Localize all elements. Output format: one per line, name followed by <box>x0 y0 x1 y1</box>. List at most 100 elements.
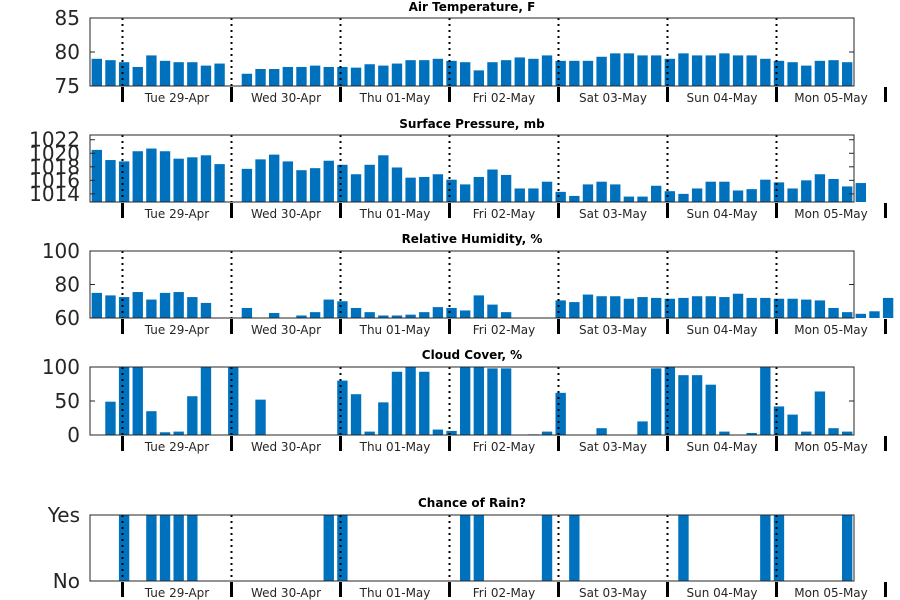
relative-humidity-panel: Relative Humidity, % 60 80 100 Tue 29-Apr Wed… <box>42 232 894 337</box>
surface-pressure-bar <box>459 184 471 202</box>
chance-of-rain-ytick-label: No <box>53 569 80 593</box>
surface-pressure-ytick-label: 1022 <box>29 128 80 152</box>
cloud-cover-bar <box>378 402 389 435</box>
relative-humidity-bar <box>732 293 744 318</box>
air-temperature-bar <box>650 55 662 86</box>
air-temperature-bar <box>473 70 485 86</box>
surface-pressure-bar <box>841 186 853 202</box>
relative-humidity-ytick-label: 80 <box>55 273 80 297</box>
surface-pressure-axes-frame <box>89 134 855 203</box>
air-temperature-bar <box>419 60 430 86</box>
chance-of-rain-xtick-label: Mon 05-May <box>794 586 868 600</box>
surface-pressure-xtick-label: Wed 30-Apr <box>251 207 321 221</box>
surface-pressure-bar <box>691 188 703 202</box>
air-temperature-bar <box>337 66 348 86</box>
chance-of-rain-bar <box>118 515 130 581</box>
air-temperature-xtick-label: Mon 05-May <box>794 91 868 105</box>
surface-pressure-bar <box>732 190 744 202</box>
cloud-cover-bar <box>814 391 826 435</box>
air-temperature-bar <box>282 66 294 86</box>
surface-pressure-bar <box>746 189 757 202</box>
cloud-cover-bar <box>200 367 212 435</box>
relative-humidity-bar <box>337 301 348 318</box>
surface-pressure-xtick-label: Sun 04-May <box>686 207 757 221</box>
cloud-cover-xtick-label: Sat 03-May <box>579 440 647 454</box>
cloud-cover-bar <box>337 380 348 435</box>
chance-of-rain-bar <box>146 515 157 581</box>
relative-humidity-bar <box>118 297 130 318</box>
surface-pressure-panel: Surface Pressure, mb 10141016101810201022… <box>29 117 887 221</box>
cloud-cover-bar <box>650 368 662 435</box>
air-temperature-bar <box>241 73 253 86</box>
cloud-cover-bar <box>487 368 498 435</box>
cloud-cover-bar <box>801 431 812 435</box>
cloud-cover-bar <box>432 429 444 435</box>
surface-pressure-bar <box>118 161 130 202</box>
cloud-cover-bar <box>459 367 471 435</box>
surface-pressure-bar <box>296 170 307 202</box>
surface-pressure-bar <box>705 181 716 202</box>
cloud-cover-xtick-label: Mon 05-May <box>794 440 868 454</box>
cloud-cover-bar <box>118 367 130 435</box>
air-temperature-ytick-label: 80 <box>55 40 80 64</box>
surface-pressure-bar <box>200 155 212 202</box>
relative-humidity-bar <box>773 298 785 318</box>
surface-pressure-bar <box>309 168 321 202</box>
relative-humidity-bar <box>760 297 771 318</box>
surface-pressure-bar <box>787 188 798 202</box>
surface-pressure-bar <box>146 148 157 202</box>
surface-pressure-bar <box>391 167 403 202</box>
relative-humidity-bar <box>350 307 362 318</box>
relative-humidity-bar <box>569 302 580 318</box>
relative-humidity-bar <box>419 312 430 318</box>
chance-of-rain-bar <box>678 515 689 581</box>
air-temperature-xtick-label: Sun 04-May <box>686 91 757 105</box>
air-temperature-bar <box>378 65 389 86</box>
air-temperature-bar <box>746 55 757 86</box>
air-temperature-bar <box>719 53 730 86</box>
surface-pressure-bar <box>419 176 430 202</box>
relative-humidity-bar <box>487 304 498 318</box>
chance-of-rain-ytick-label: Yes <box>47 503 80 527</box>
air-temperature-bar <box>296 66 307 86</box>
air-temperature-bar <box>323 66 334 86</box>
chance-of-rain-xtick-label: Sun 04-May <box>686 586 757 600</box>
air-temperature-bars <box>91 53 853 86</box>
cloud-cover-bar <box>350 394 362 435</box>
air-temperature-bar <box>841 62 853 86</box>
surface-pressure-bar <box>555 191 566 202</box>
surface-pressure-bar <box>405 177 416 202</box>
surface-pressure-bar <box>378 155 389 202</box>
air-temperature-bar <box>364 64 375 86</box>
cloud-cover-bar <box>596 428 607 435</box>
relative-humidity-bar <box>801 299 812 318</box>
cloud-cover-bar <box>405 367 416 435</box>
surface-pressure-bar <box>569 195 580 202</box>
relative-humidity-bar <box>296 315 307 318</box>
air-temperature-bar <box>405 60 416 86</box>
relative-humidity-xtick-label: Sat 03-May <box>579 323 647 337</box>
cloud-cover-bar <box>555 392 566 435</box>
air-temperature-bar <box>350 67 362 86</box>
surface-pressure-bar <box>528 188 539 202</box>
cloud-cover-bar <box>446 430 457 435</box>
relative-humidity-bar <box>105 295 116 318</box>
chance-of-rain-bars <box>118 515 853 581</box>
cloud-cover-bar <box>787 414 798 435</box>
cloud-cover-ytick-label: 0 <box>67 423 80 447</box>
cloud-cover-bar <box>419 371 430 435</box>
surface-pressure-ytick-label: 1016 <box>29 168 80 192</box>
cloud-cover-panel: Cloud Cover, % 0 50 100 Tue 29-Apr Wed 30-Apr… <box>42 348 887 454</box>
chance-of-rain-xtick-label: Sat 03-May <box>579 586 647 600</box>
air-temperature-ytick-label: 85 <box>55 6 80 30</box>
surface-pressure-bar <box>446 179 457 202</box>
surface-pressure-ytick-label: 1014 <box>29 182 80 206</box>
air-temperature-bar <box>105 60 116 86</box>
relative-humidity-title: Relative Humidity, % <box>402 232 543 246</box>
surface-pressure-bar <box>268 154 280 202</box>
relative-humidity-bar <box>664 298 676 318</box>
surface-pressure-bar <box>91 149 103 202</box>
chance-of-rain-xtick-label: Wed 30-Apr <box>251 586 321 600</box>
surface-pressure-ytick-label: 1020 <box>29 141 80 165</box>
air-temperature-bar <box>664 58 676 86</box>
